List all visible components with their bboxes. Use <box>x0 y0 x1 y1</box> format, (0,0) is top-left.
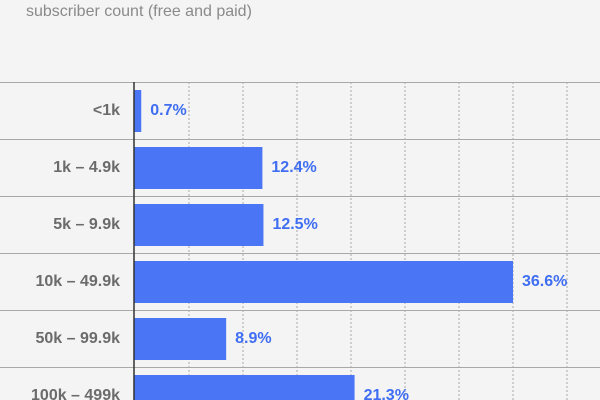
value-label: 0.7% <box>150 102 186 119</box>
value-label: 12.5% <box>272 216 317 233</box>
y-tick-label: 100k – 499k <box>31 387 120 400</box>
y-tick-label: <1k <box>93 102 120 119</box>
chart-subtitle: subscriber count (free and paid) <box>26 3 252 20</box>
value-label: 12.4% <box>271 159 316 176</box>
bar <box>134 318 227 360</box>
grid <box>188 82 568 400</box>
bar <box>134 261 514 303</box>
y-tick-label: 10k – 49.9k <box>35 273 120 290</box>
bar <box>134 90 142 132</box>
bar <box>134 204 264 246</box>
value-label: 36.6% <box>522 273 567 290</box>
value-label: 21.3% <box>364 387 409 400</box>
y-tick-label: 50k – 99.9k <box>35 330 120 347</box>
bar <box>134 375 355 400</box>
y-tick-label: 1k – 4.9k <box>53 159 120 176</box>
value-label: 8.9% <box>235 330 271 347</box>
bar <box>134 147 263 189</box>
y-tick-label: 5k – 9.9k <box>53 216 120 233</box>
